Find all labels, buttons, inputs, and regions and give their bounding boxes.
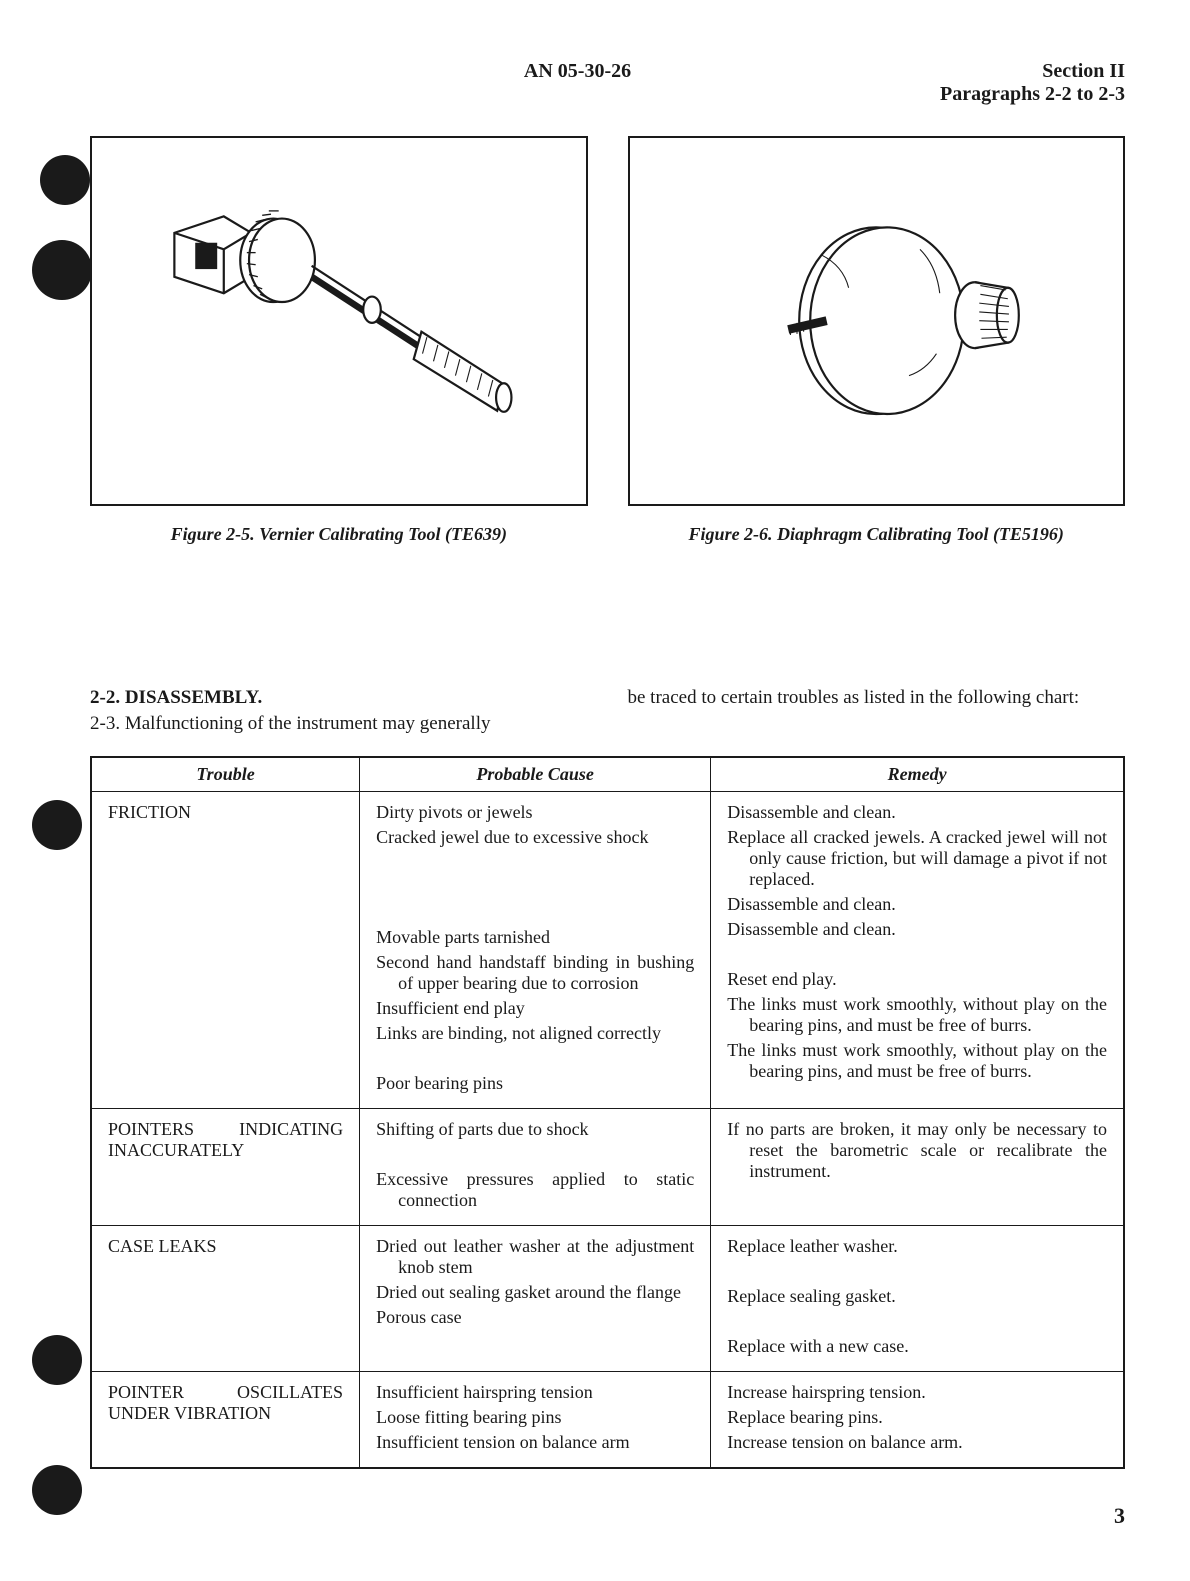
- figure-right-caption: Figure 2-6. Diaphragm Calibrating Tool (…: [628, 524, 1126, 545]
- vernier-tool-drawing: [117, 156, 561, 485]
- figure-right: Figure 2-6. Diaphragm Calibrating Tool (…: [628, 136, 1126, 545]
- cause-cell: Insufficient hairspring tension Loose fi…: [360, 1372, 711, 1469]
- cause-cell: Shifting of parts due to shock Excessive…: [360, 1109, 711, 1226]
- diaphragm-tool-drawing: [654, 156, 1098, 485]
- page-content: AN 05-30-26 Section II Paragraphs 2-2 to…: [90, 60, 1125, 1469]
- figure-left-box: [90, 136, 588, 506]
- page-number: 3: [1114, 1503, 1125, 1529]
- figure-left-caption: Figure 2-5. Vernier Calibrating Tool (TE…: [90, 524, 588, 545]
- th-remedy: Remedy: [711, 757, 1124, 792]
- body-text: 2-2. DISASSEMBLY. 2-3. Malfunctioning of…: [90, 685, 1125, 736]
- remedy-cell: Disassemble and clean. Replace all crack…: [711, 792, 1124, 1109]
- figures-row: Figure 2-5. Vernier Calibrating Tool (TE…: [90, 136, 1125, 545]
- remedy-cell: Increase hairspring tension. Replace bea…: [711, 1372, 1124, 1469]
- section-label: Section II: [865, 60, 1125, 83]
- para-left: 2-3. Malfunctioning of the instrument ma…: [90, 713, 490, 734]
- doc-number: AN 05-30-26: [290, 60, 865, 106]
- para-right: be traced to certain troubles as listed …: [628, 687, 1080, 708]
- binder-hole: [32, 240, 92, 300]
- cause-cell: Dirty pivots or jewels Cracked jewel due…: [360, 792, 711, 1109]
- paragraph-label: Paragraphs 2-2 to 2-3: [865, 83, 1125, 106]
- trouble-cell: POINTERS INDICATING INACCURATELY: [108, 1119, 343, 1160]
- table-row: POINTERS INDICATING INACCURATELY Shiftin…: [91, 1109, 1124, 1226]
- table-row: FRICTION Dirty pivots or jewels Cracked …: [91, 792, 1124, 1109]
- table-row: CASE LEAKS Dried out leather washer at t…: [91, 1226, 1124, 1372]
- section-heading: 2-2. DISASSEMBLY.: [90, 687, 262, 708]
- cause-cell: Dried out leather washer at the adjustme…: [360, 1226, 711, 1372]
- trouble-cell: FRICTION: [108, 802, 191, 822]
- trouble-cell: POINTER OSCILLATES UNDER VIBRATION: [108, 1382, 343, 1423]
- troubleshooting-table: Trouble Probable Cause Remedy FRICTION D…: [90, 756, 1125, 1469]
- remedy-cell: If no parts are broken, it may only be n…: [711, 1109, 1124, 1226]
- remedy-cell: Replace leather washer. Replace sealing …: [711, 1226, 1124, 1372]
- binder-hole: [32, 1465, 82, 1515]
- trouble-cell: CASE LEAKS: [108, 1236, 217, 1256]
- binder-hole: [32, 800, 82, 850]
- table-row: POINTER OSCILLATES UNDER VIBRATION Insuf…: [91, 1372, 1124, 1469]
- figure-right-box: [628, 136, 1126, 506]
- th-cause: Probable Cause: [360, 757, 711, 792]
- binder-hole: [32, 1335, 82, 1385]
- figure-left: Figure 2-5. Vernier Calibrating Tool (TE…: [90, 136, 588, 545]
- page-header: AN 05-30-26 Section II Paragraphs 2-2 to…: [90, 60, 1125, 106]
- binder-hole: [40, 155, 90, 205]
- th-trouble: Trouble: [91, 757, 360, 792]
